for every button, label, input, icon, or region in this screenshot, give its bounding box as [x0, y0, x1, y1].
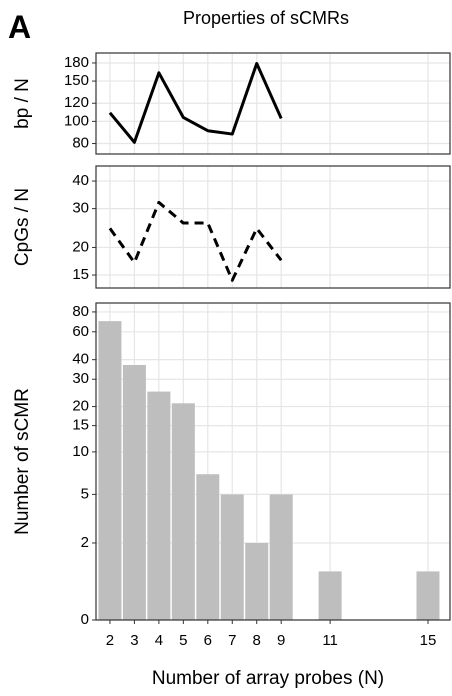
panel-border [95, 302, 451, 621]
y-tick-label: 180 [64, 54, 89, 71]
y-tick-label: 80 [72, 135, 89, 152]
y-tick-label: 60 [72, 323, 89, 340]
x-tick-label: 4 [155, 632, 163, 649]
bar [196, 474, 220, 620]
panel-background [96, 166, 450, 288]
y-tick-label: 20 [72, 238, 89, 255]
figure-title: Properties of sCMRs [183, 8, 349, 28]
y-tick-label: 15 [72, 266, 89, 283]
y-tick-label: 40 [72, 172, 89, 189]
y-tick-label: 120 [64, 94, 89, 111]
x-axis-label: Number of array probes (N) [152, 668, 384, 689]
y-axis-label: Number of sCMR [12, 388, 33, 535]
x-tick-label: 3 [130, 632, 138, 649]
y-axis-label: CpGs / N [12, 188, 33, 266]
panel-border [95, 165, 451, 289]
bar [122, 364, 146, 620]
bar [220, 494, 244, 620]
bar [318, 571, 342, 620]
x-tick-label: 8 [253, 632, 261, 649]
x-tick-label: 11 [322, 632, 338, 649]
y-axis-label: bp / N [12, 78, 33, 129]
y-tick-label: 40 [72, 351, 89, 368]
panel-border [95, 52, 451, 155]
x-tick-label: 7 [228, 632, 236, 649]
data-line [108, 62, 283, 144]
x-tick-label: 5 [179, 632, 187, 649]
y-tick-label: 30 [72, 200, 89, 217]
x-tick-label: 9 [277, 632, 285, 649]
y-tick-label: 100 [64, 112, 89, 129]
y-tick-label: 10 [72, 443, 89, 460]
bar [147, 391, 171, 620]
x-tick-label: 2 [106, 632, 114, 649]
bar [416, 571, 440, 620]
data-line [108, 200, 283, 282]
y-tick-label: 0 [81, 611, 89, 628]
bar [98, 321, 122, 620]
y-tick-label: 150 [64, 72, 89, 89]
y-tick-label: 80 [72, 303, 89, 320]
x-tick-label: 6 [204, 632, 212, 649]
y-tick-label: 15 [72, 417, 89, 434]
x-tick-label: 15 [420, 632, 437, 649]
bar [171, 403, 195, 620]
bar [245, 542, 269, 620]
y-tick-label: 30 [72, 370, 89, 387]
y-tick-label: 5 [81, 485, 89, 502]
bar [269, 494, 293, 620]
panel-label: A [8, 9, 31, 45]
y-tick-label: 2 [81, 534, 89, 551]
y-tick-label: 20 [72, 398, 89, 415]
